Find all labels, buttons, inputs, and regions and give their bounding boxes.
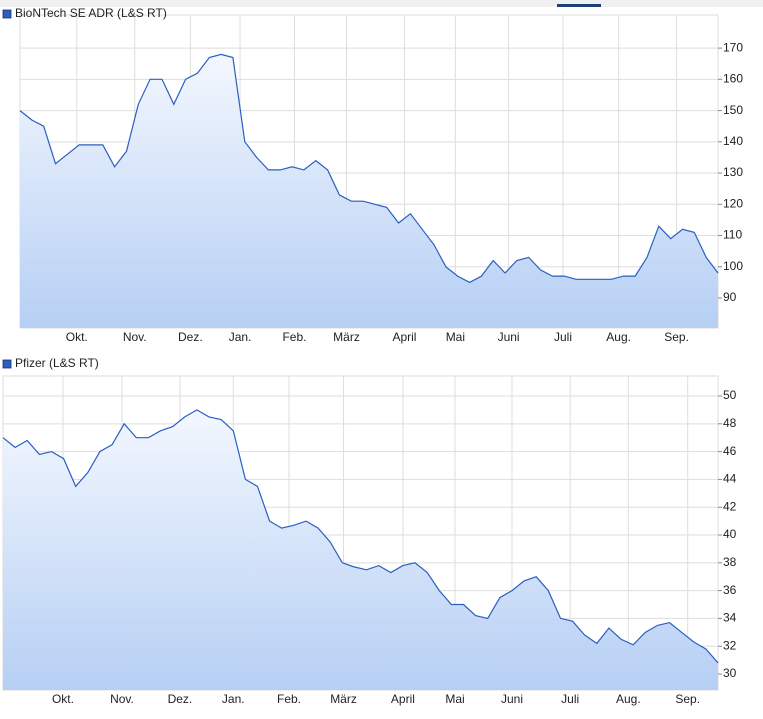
y-tick-label: 90 — [723, 290, 737, 304]
x-tick-label: Sep. — [675, 692, 700, 706]
tab-indicator — [557, 4, 601, 7]
area — [3, 409, 718, 690]
y-tick-label: 30 — [723, 666, 737, 680]
y-tick-label: 32 — [723, 638, 737, 652]
x-tick-label: Nov. — [110, 692, 134, 706]
price-line — [2, 409, 719, 664]
x-tick-label: Dez. — [168, 692, 193, 706]
y-tick-label: 140 — [723, 134, 743, 148]
x-tick-label: Jan. — [222, 692, 245, 706]
y-tick-label: 130 — [723, 165, 743, 179]
x-tick-label: Sep. — [664, 330, 689, 344]
x-tick-label: Jan. — [229, 330, 252, 344]
legend-swatch — [2, 359, 12, 369]
x-tick-label: Feb. — [282, 330, 306, 344]
area — [20, 54, 718, 329]
x-tick-label: Mai — [446, 330, 465, 344]
x-tick-label: Mai — [445, 692, 464, 706]
price-line — [19, 53, 719, 284]
x-tick-label: Nov. — [123, 330, 147, 344]
y-tick-label: 34 — [723, 611, 737, 625]
x-tick-label: Dez. — [178, 330, 203, 344]
x-tick-label: Okt. — [52, 692, 74, 706]
y-tick-label: 46 — [723, 444, 737, 458]
y-tick-label: 170 — [723, 40, 743, 54]
y-tick-label: 100 — [723, 259, 743, 273]
x-tick-label: Juni — [498, 330, 520, 344]
x-tick-label: Juli — [561, 692, 579, 706]
x-tick-label: März — [330, 692, 357, 706]
y-tick-label: 44 — [723, 472, 737, 486]
x-tick-label: Aug. — [616, 692, 641, 706]
y-tick-label: 150 — [723, 103, 743, 117]
x-tick-label: Juni — [501, 692, 523, 706]
y-tick-label: 38 — [723, 555, 737, 569]
x-tick-label: März — [333, 330, 360, 344]
y-tick-label: 48 — [723, 416, 737, 430]
top-strip — [0, 0, 763, 7]
x-tick-label: April — [392, 330, 416, 344]
legend-label: BioNTech SE ADR (L&S RT) — [15, 6, 167, 20]
y-tick-label: 40 — [723, 527, 737, 541]
x-tick-label: Aug. — [606, 330, 631, 344]
x-tick-label: Juli — [554, 330, 572, 344]
y-tick-label: 120 — [723, 196, 743, 210]
legend-label: Pfizer (L&S RT) — [15, 356, 99, 370]
x-tick-label: April — [391, 692, 415, 706]
y-tick-label: 36 — [723, 583, 737, 597]
x-tick-label: Feb. — [277, 692, 301, 706]
y-tick-label: 50 — [723, 388, 737, 402]
y-tick-label: 42 — [723, 499, 737, 513]
x-tick-label: Okt. — [66, 330, 88, 344]
y-tick-label: 110 — [723, 228, 742, 242]
legend-swatch — [2, 9, 12, 19]
y-tick-label: 160 — [723, 72, 743, 86]
